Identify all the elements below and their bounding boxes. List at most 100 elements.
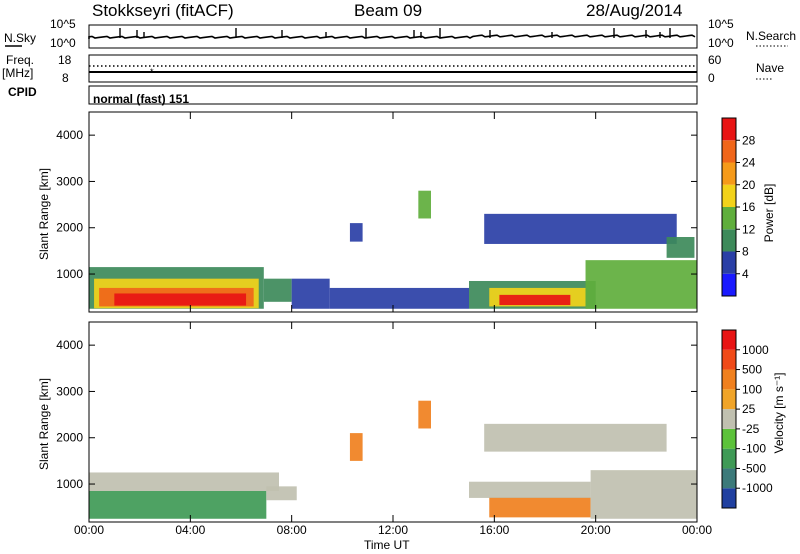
- power-colorbar-swatch: [722, 273, 736, 296]
- data-region: [666, 237, 695, 258]
- power-colorbar-tick-label: 4: [742, 267, 749, 281]
- x-tick-label: 04:00: [175, 523, 205, 537]
- y-tick-label: 3000: [56, 384, 83, 398]
- data-region: [114, 293, 247, 306]
- velocity-colorbar-tick-label: -100: [742, 442, 766, 456]
- nsky-tick-bottom: 10^0: [50, 36, 76, 50]
- power-colorbar-swatch: [722, 251, 736, 274]
- x-tick-label: 20:00: [581, 523, 611, 537]
- data-region: [484, 213, 677, 244]
- nave-label: Nave: [756, 61, 785, 75]
- y-tick-label: 1000: [56, 267, 83, 281]
- power-colorbar-tick-label: 20: [742, 178, 756, 192]
- velocity-colorbar-tick-label: -1000: [742, 481, 773, 495]
- nsearch-label: N.Search: [746, 29, 797, 43]
- x-tick-label: 16:00: [479, 523, 509, 537]
- x-tick-label: 12:00: [378, 523, 408, 537]
- velocity-colorbar-swatch: [722, 330, 736, 350]
- x-tick-label: 08:00: [277, 523, 307, 537]
- velocity-colorbar-swatch: [722, 428, 736, 449]
- power-colorbar-swatch: [722, 118, 736, 141]
- nsky-trace: [88, 34, 696, 39]
- velocity-colorbar-swatch: [722, 468, 736, 489]
- y-tick-label: 3000: [56, 174, 83, 188]
- power-colorbar-tick-label: 28: [742, 133, 756, 147]
- power-colorbar-tick-label: 24: [742, 156, 756, 170]
- x-axis-label: Time UT: [364, 538, 410, 552]
- data-region: [418, 190, 431, 219]
- velocity-colorbar-tick-label: 500: [742, 363, 762, 377]
- freq-strip-frame: [88, 54, 698, 83]
- velocity-colorbar-frame: [721, 329, 737, 509]
- power-colorbar-label: Power [dB]: [762, 183, 776, 243]
- velocity-y-axis-label: Slant Range [km]: [37, 377, 51, 471]
- power-y-axis-label: Slant Range [km]: [37, 167, 51, 261]
- y-tick-label: 2000: [56, 431, 83, 445]
- power-colorbar-tick-label: 8: [742, 245, 749, 259]
- nsearch-tick-bottom: 10^0: [708, 36, 734, 50]
- data-region: [489, 497, 591, 518]
- velocity-colorbar-swatch: [722, 409, 736, 429]
- data-region: [329, 287, 469, 309]
- data-region: [418, 400, 431, 429]
- velocity-colorbar-tick-label: -500: [742, 461, 766, 475]
- power-colorbar-swatch: [722, 184, 736, 207]
- velocity-colorbar-swatch: [722, 488, 736, 508]
- data-region: [263, 278, 292, 302]
- data-region: [291, 278, 330, 309]
- nave-tick-bottom: 0: [708, 71, 715, 85]
- power-colorbar-tick-label: 16: [742, 200, 756, 214]
- velocity-colorbar-swatch: [722, 369, 736, 390]
- freq-unit-label: [MHz]: [2, 66, 34, 80]
- y-tick-label: 4000: [56, 338, 83, 352]
- velocity-colorbar-swatch: [722, 349, 736, 370]
- data-region: [349, 223, 363, 242]
- data-region: [499, 294, 571, 306]
- x-tick-label: 00:00: [682, 523, 712, 537]
- data-region: [89, 472, 279, 491]
- velocity-colorbar-tick-label: 1000: [742, 343, 769, 357]
- velocity-colorbar-tick-label: 25: [742, 402, 756, 416]
- cpid-value: normal (fast) 151: [93, 92, 190, 106]
- velocity-panel: 1000 2000 3000 4000 00:00 04:00 08:00 12:00 16:0…: [56, 321, 712, 537]
- data-region: [89, 490, 267, 519]
- velocity-colorbar-label: Velocity [m s⁻¹]: [772, 372, 786, 454]
- y-tick-label: 2000: [56, 221, 83, 235]
- beam-label: Beam 09: [354, 1, 423, 20]
- velocity-colorbar-swatch: [722, 389, 736, 410]
- data-region: [590, 470, 697, 519]
- power-colorbar-swatch: [722, 140, 736, 163]
- data-region: [266, 486, 297, 501]
- freq-tick-bottom: 8: [62, 71, 69, 85]
- velocity-colorbar-tick-label: 100: [742, 382, 762, 396]
- station-title: Stokkseyri (fitACF): [92, 1, 234, 20]
- date-label: 28/Aug/2014: [586, 1, 683, 20]
- nave-tick-top: 60: [708, 53, 722, 67]
- y-tick-label: 1000: [56, 477, 83, 491]
- freq-tick-top: 18: [58, 53, 72, 67]
- data-region: [585, 260, 697, 309]
- cpid-strip-frame: [88, 85, 698, 105]
- power-colorbar-tick-label: 12: [742, 222, 756, 236]
- nsky-label: N.Sky: [4, 31, 37, 45]
- velocity-colorbar-swatch: [722, 448, 736, 469]
- velocity-colorbar: 1000 500 100 25 -25 -100 -500 -1000: [721, 329, 773, 509]
- top-strips: *: [5, 24, 788, 105]
- power-panel: 1000 2000 3000 4000: [56, 111, 698, 313]
- nsky-tick-top: 10^5: [50, 17, 76, 31]
- data-region: [484, 423, 667, 452]
- data-region: [469, 481, 591, 498]
- velocity-colorbar-tick-label: -25: [742, 422, 760, 436]
- nsearch-tick-top: 10^5: [708, 17, 734, 31]
- power-colorbar-swatch: [722, 207, 736, 230]
- power-colorbar: 4 8 12 16 20 24 28: [721, 117, 756, 297]
- y-tick-label: 4000: [56, 128, 83, 142]
- power-colorbar-swatch: [722, 229, 736, 252]
- power-colorbar-swatch: [722, 162, 736, 185]
- freq-marker: *: [150, 67, 154, 77]
- x-tick-label: 00:00: [74, 523, 104, 537]
- data-region: [349, 433, 363, 461]
- freq-label: Freq.: [6, 53, 35, 67]
- cpid-label: CPID: [8, 85, 37, 99]
